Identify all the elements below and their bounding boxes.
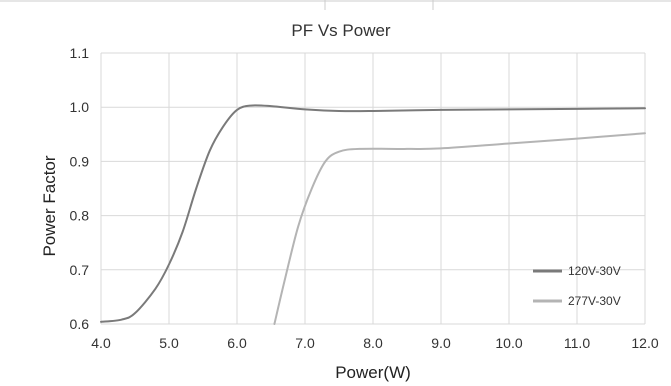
x-tick-label: 10.0 (495, 335, 522, 351)
y-tick-label: 0.6 (70, 316, 90, 332)
x-tick-label: 7.0 (295, 335, 315, 351)
chart-title: PF Vs Power (291, 21, 391, 40)
x-tick-label: 5.0 (159, 335, 179, 351)
x-axis-title: Power(W) (335, 363, 411, 382)
y-axis-ticks: 0.6 0.7 0.8 0.9 1.0 1.1 (70, 45, 90, 332)
legend-label: 277V-30V (568, 294, 621, 308)
x-tick-label: 12.0 (631, 335, 658, 351)
x-tick-label: 4.0 (91, 335, 111, 351)
legend-label: 120V-30V (568, 264, 621, 278)
x-tick-label: 8.0 (363, 335, 383, 351)
y-tick-label: 1.0 (70, 99, 90, 115)
x-tick-label: 6.0 (227, 335, 247, 351)
x-tick-label: 11.0 (564, 335, 590, 351)
series-line-120V-30V (100, 104, 646, 323)
legend: 120V-30V 277V-30V (533, 264, 621, 308)
y-tick-label: 1.1 (70, 45, 90, 61)
y-tick-label: 0.7 (70, 262, 90, 278)
x-axis-ticks: 4.0 5.0 6.0 7.0 8.0 9.0 10.0 11.0 12.0 (91, 335, 659, 351)
series-line-277V-30V (273, 132, 646, 325)
y-axis-title: Power Factor (40, 155, 59, 256)
grid (100, 52, 646, 325)
series-layer (100, 104, 646, 325)
y-tick-label: 0.8 (70, 208, 90, 224)
x-tick-label: 9.0 (431, 335, 451, 351)
y-tick-label: 0.9 (70, 153, 90, 169)
